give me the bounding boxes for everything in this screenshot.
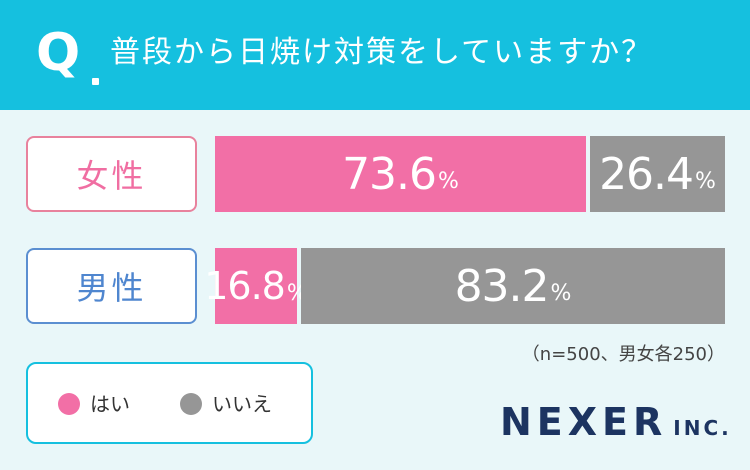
bar-female: 73.6% 26.4%	[215, 136, 725, 212]
bar-female-yes: 73.6%	[215, 136, 586, 212]
q-mark: Q	[36, 23, 81, 83]
bar-male: 16.8% 83.2%	[204, 248, 725, 324]
row-label-male: 男性	[26, 248, 197, 324]
value-label-male-yes: 16.8	[204, 264, 286, 308]
legend-item-no: いいえ	[180, 392, 272, 416]
bar-male-yes: 16.8%	[204, 248, 308, 324]
legend-dot-yes	[58, 393, 80, 415]
sample-size-note: （n=500、男女各250）	[521, 344, 725, 365]
unit-label: %	[438, 168, 459, 194]
question-text: 普段から日焼け対策をしていますか？	[110, 35, 654, 70]
legend: はい いいえ	[26, 362, 313, 444]
legend-item-yes: はい	[58, 392, 130, 416]
nexer-logo: NEXER INC.	[500, 400, 732, 444]
value-label-female-yes: 73.6	[342, 148, 437, 200]
unit-label: %	[550, 280, 572, 306]
row-label-female: 女性	[26, 136, 197, 212]
value-label-female-no: 26.4	[599, 148, 694, 200]
bar-female-no: 26.4%	[590, 136, 725, 212]
legend-dot-no	[180, 393, 202, 415]
legend-label-no: いいえ	[212, 392, 272, 416]
bar-male-no: 83.2%	[301, 248, 725, 324]
legend-label-yes: はい	[90, 392, 130, 416]
question-header: Q 普段から日焼け対策をしていますか？	[0, 0, 750, 110]
unit-label: %	[695, 168, 716, 194]
logo-main-text: NEXER	[500, 400, 668, 444]
q-dot	[92, 78, 99, 85]
logo-sub-text: INC.	[673, 416, 732, 440]
value-label-male-no: 83.2	[454, 260, 550, 312]
